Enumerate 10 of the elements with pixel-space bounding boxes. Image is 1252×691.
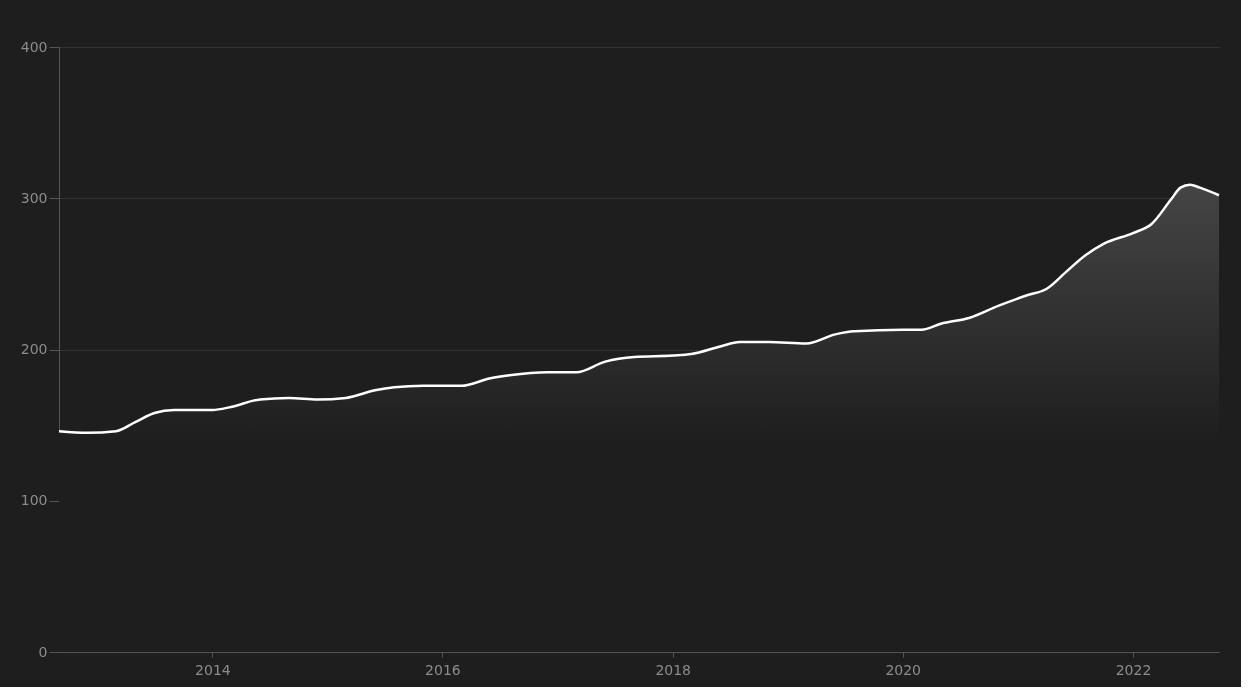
x-tick-label: 2016 [425, 661, 461, 678]
x-tick-label: 2014 [195, 661, 231, 678]
x-tick-label: 2020 [885, 661, 922, 678]
y-tick-label: 200 [20, 341, 48, 357]
x-tick-label: 2018 [655, 661, 692, 678]
x-tick-label: 2022 [1115, 661, 1152, 678]
y-tick-label: 0 [38, 643, 48, 660]
y-tick-label: 300 [20, 189, 48, 206]
y-tick-label: 100 [20, 492, 48, 509]
y-tick-label: 400 [20, 38, 48, 55]
